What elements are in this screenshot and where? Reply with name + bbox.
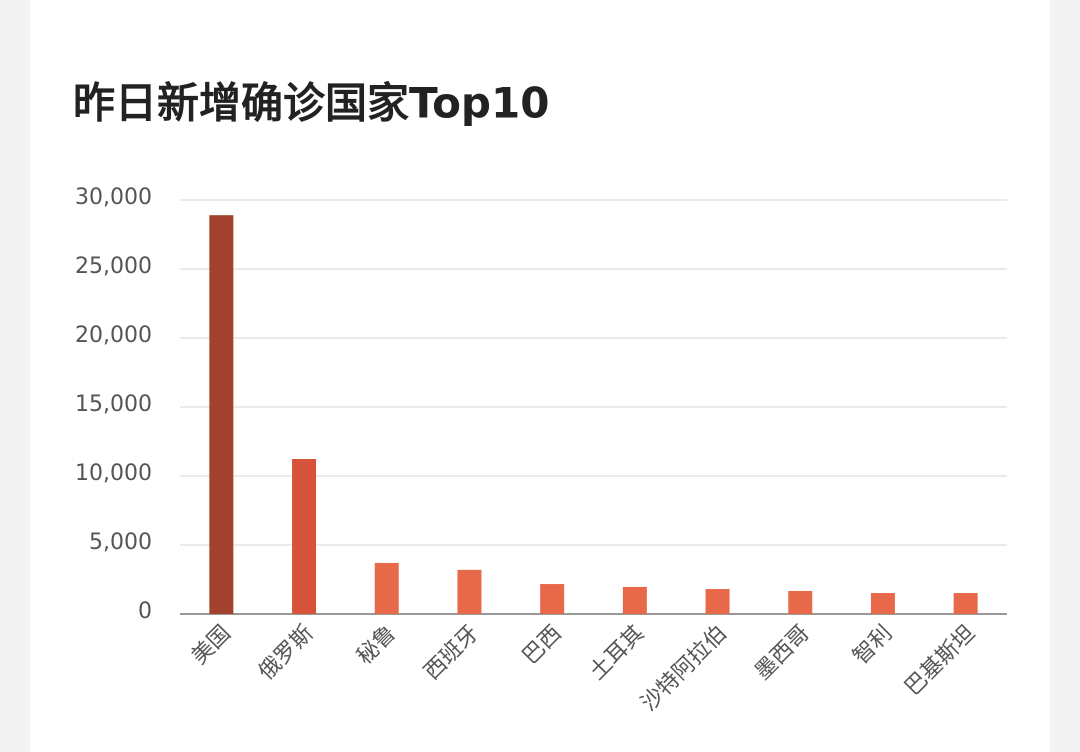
chart-title: 昨日新增确诊国家Top10 xyxy=(73,79,549,128)
bar xyxy=(457,569,482,614)
y-tick-label: 30,000 xyxy=(75,185,152,210)
bar xyxy=(705,589,730,614)
y-tick-label: 0 xyxy=(138,599,152,624)
bar xyxy=(292,459,317,614)
bar xyxy=(870,593,895,614)
bar xyxy=(209,215,234,614)
bar xyxy=(540,584,565,614)
bar xyxy=(953,593,978,614)
y-tick-label: 5,000 xyxy=(89,530,152,555)
bar xyxy=(622,586,647,614)
bar xyxy=(788,590,813,614)
y-tick-label: 20,000 xyxy=(75,323,152,348)
y-tick-label: 15,000 xyxy=(75,392,152,417)
card xyxy=(30,0,1050,752)
y-tick-label: 25,000 xyxy=(75,254,152,279)
y-tick-label: 10,000 xyxy=(75,461,152,486)
bar xyxy=(374,562,399,614)
